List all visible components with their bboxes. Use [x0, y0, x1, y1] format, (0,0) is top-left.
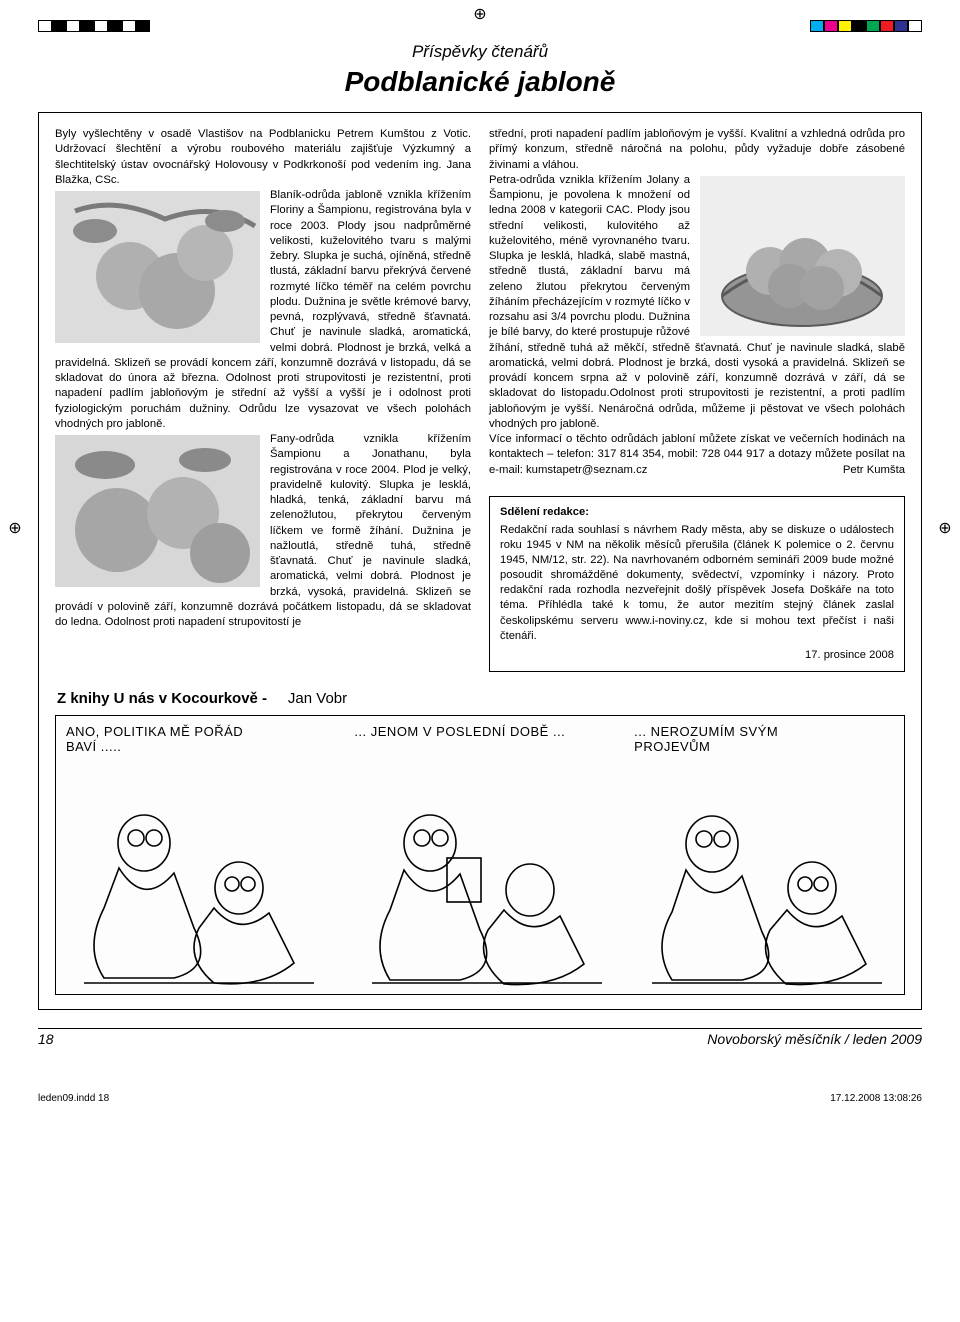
- editorial-notice-box: Sdělení redakce: Redakční rada souhlasí …: [489, 496, 905, 672]
- apple-tree-photo-2: [55, 435, 260, 587]
- editorial-notice-body: Redakční rada souhlasí s návrhem Rady mě…: [500, 523, 894, 644]
- registration-mark-top: ⊕: [471, 6, 489, 24]
- editorial-notice-heading: Sdělení redakce:: [500, 505, 894, 520]
- comic-caption-2: ... JENOM V POSLEDNÍ DOBĚ ...: [344, 716, 624, 741]
- editorial-notice-date: 17. prosince 2008: [500, 648, 894, 663]
- paragraph: Byly vyšlechtěny v osadě Vlastišov na Po…: [55, 127, 471, 188]
- section-label: Příspěvky čtenářů: [38, 42, 922, 62]
- comic-panel-1: ANO, POLITIKA MĚ POŘÁD BAVÍ .....: [56, 716, 344, 994]
- comic-author: Jan Vobr: [288, 690, 347, 707]
- apple-basket-photo: [700, 176, 905, 336]
- article-title: Podblanické jabloně: [38, 66, 922, 98]
- indd-filename: leden09.indd 18: [38, 1093, 109, 1104]
- article-left-column: Byly vyšlechtěny v osadě Vlastišov na Po…: [55, 127, 471, 672]
- registration-mark-right: ⊕: [936, 520, 954, 538]
- paragraph: Více informací o těchto odrůdách jabloní…: [489, 432, 905, 478]
- comic-section-heading: Z knihy U nás v Kocourkově - Jan Vobr: [57, 690, 905, 707]
- comic-panel-3: ... NEROZUMÍM SVÝM PROJEVŮM: [624, 716, 904, 994]
- registration-mark-left: ⊕: [6, 520, 24, 538]
- author-signature: Petr Kumšta: [843, 463, 905, 478]
- publication-name: Novoborský měsíčník / leden 2009: [707, 1031, 922, 1047]
- comic-caption-1: ANO, POLITIKA MĚ POŘÁD BAVÍ .....: [56, 716, 344, 756]
- paragraph: střední, proti napadení padlím jabloňový…: [489, 127, 905, 173]
- page-footer: 18 Novoborský měsíčník / leden 2009: [38, 1028, 922, 1047]
- comic-book-title: Z knihy U nás v Kocourkově -: [57, 690, 267, 707]
- article-right-column: střední, proti napadení padlím jabloňový…: [489, 127, 905, 672]
- comic-strip: ANO, POLITIKA MĚ POŘÁD BAVÍ ..... ... JE…: [55, 715, 905, 995]
- comic-caption-3: ... NEROZUMÍM SVÝM PROJEVŮM: [624, 716, 904, 756]
- apple-tree-photo-1: [55, 191, 260, 343]
- indesign-slug: leden09.indd 18 17.12.2008 13:08:26: [0, 1059, 960, 1114]
- article-frame: Byly vyšlechtěny v osadě Vlastišov na Po…: [38, 112, 922, 1010]
- indd-timestamp: 17.12.2008 13:08:26: [830, 1093, 922, 1104]
- comic-panel-2: ... JENOM V POSLEDNÍ DOBĚ ...: [344, 716, 624, 994]
- page-number: 18: [38, 1031, 54, 1047]
